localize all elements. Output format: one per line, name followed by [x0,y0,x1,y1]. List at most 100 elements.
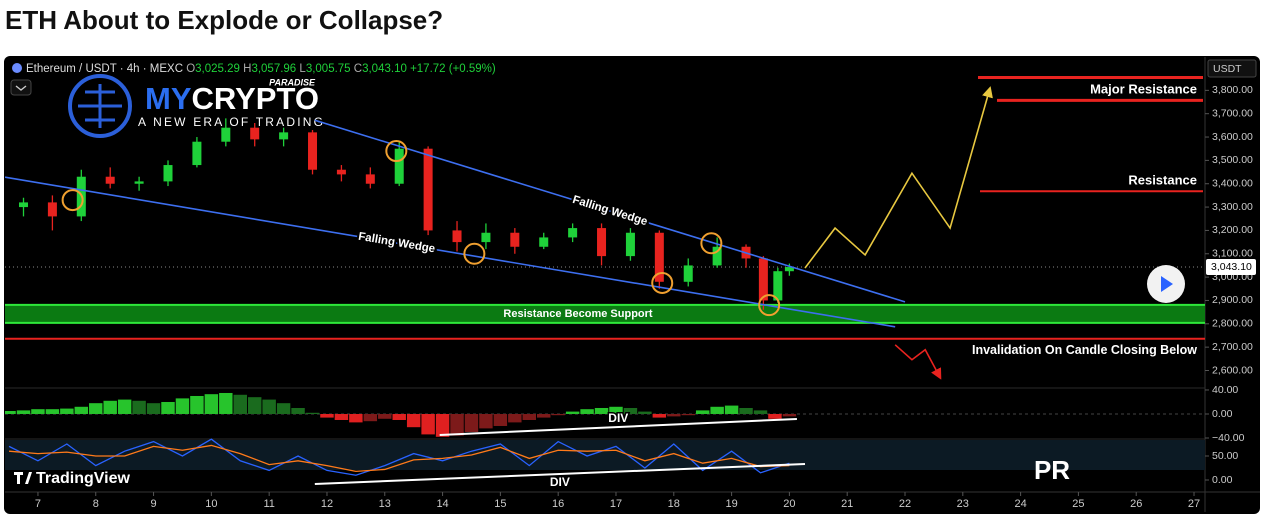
macd-bar [161,401,175,414]
macd-bar [320,413,334,418]
candle-body [308,132,318,170]
chart-header: Ethereum / USDT · 4h · MEXC O3,025.29 H3… [26,63,496,75]
x-tick-label: 15 [494,498,506,510]
candle-body [394,148,404,184]
stoch-band [5,440,1205,470]
x-tick-label: 20 [783,498,795,510]
macd-bar [406,413,421,428]
x-tick-label: 11 [263,498,274,510]
touch-point [61,189,84,212]
logo-grid [78,84,122,128]
stoch-line [8,438,790,476]
macd-bar [334,413,349,420]
y-tick-label: 2,900.00 [1212,294,1253,306]
unit-box [1207,59,1257,78]
candle-body [105,176,115,184]
macd-bar [479,413,493,429]
x-tick-label: 13 [379,498,391,510]
macd-bar [753,410,768,414]
candle-body [47,202,57,217]
macd-bar [204,394,219,414]
candle-body [539,237,549,247]
macd-bar [565,411,580,414]
collapse-icon [15,85,27,91]
macd-bar [276,403,291,414]
macd-bar [710,406,724,414]
major-resistance-label: Major Resistance [1090,81,1197,96]
macd-bar [349,413,363,423]
ohlc-label: H [243,63,251,75]
macd-bar [146,403,161,414]
stamp: PR [1034,455,1070,485]
macd-bar [493,413,508,426]
page-title: ETH About to Explode or Collapse? [5,5,443,35]
macd-bar [5,410,16,414]
macd-bar [60,408,74,414]
candle-body [336,169,346,175]
candle-body [654,232,664,282]
candle-body [758,258,768,301]
ohlc-value: 3,025.29 [195,63,240,75]
macd-bar [609,406,623,414]
chart-frame [4,56,1260,514]
macd-bar [132,400,146,414]
projection [804,86,993,269]
macd-bar [594,407,609,414]
play-button[interactable] [1147,265,1185,303]
brand-b: CRYPTO [192,81,319,116]
candle-body [423,148,433,231]
divergence-label: DIV [608,411,628,425]
brand-slogan: A NEW ERA OF TRADING [138,115,325,129]
macd-bar [219,392,233,414]
x-tick-label: 7 [35,498,41,510]
ohlc-value: 3,005.75 [306,63,351,75]
macd-bar [378,413,392,419]
x-tick-label: 25 [1072,498,1084,510]
candle-body [452,230,462,243]
y-tick-label: 3,800.00 [1212,84,1253,96]
macd-bar [695,410,710,414]
support-band [5,304,1205,323]
macd-bar [74,406,89,414]
tv-icon [14,472,32,484]
overlay: 2,600.002,700.002,800.002,900.003,000.00… [35,84,1256,510]
macd-bar [537,413,551,418]
touch-point [758,294,781,317]
candle-body [568,228,578,238]
x-tick-label: 12 [321,498,333,510]
macd-bar [89,403,103,414]
last-price-box [1206,259,1256,276]
y-tick-label: 0.00 [1212,408,1233,420]
y-tick-label: 2,700.00 [1212,341,1253,353]
macd-bar [580,409,594,414]
stoch-line [8,444,790,473]
watermark: TradingView [36,470,131,487]
macd-bar [117,399,132,414]
x-tick-label: 18 [668,498,680,510]
macd-bar [421,413,435,435]
macd-bar [31,409,45,414]
candle-body [625,232,635,257]
ohlc-value: 3,057.96 [251,63,296,75]
macd-bar [652,413,667,418]
symbol-icon [12,63,22,73]
candle-body [221,127,231,142]
symbol: Ethereum / USDT · 4h · MEXC [26,63,183,75]
macd-bar [667,413,681,417]
brand-a: MY [145,81,192,116]
macd-bar [392,413,406,420]
ohlc-change: +17.72 (+0.59%) [410,63,496,75]
macd-bar [739,407,753,414]
candle-body [773,271,783,301]
macd-bar [305,412,320,414]
divergence-line [439,417,797,436]
collapse-button[interactable] [10,79,32,96]
macd-bar [551,413,565,416]
ohlc-label: L [299,63,306,75]
ohlc-value: 3,043.10 [362,63,407,75]
candle-body [510,232,520,247]
x-tick-label: 27 [1188,498,1200,510]
macd-bar [435,413,450,437]
macd-bar [247,397,262,414]
